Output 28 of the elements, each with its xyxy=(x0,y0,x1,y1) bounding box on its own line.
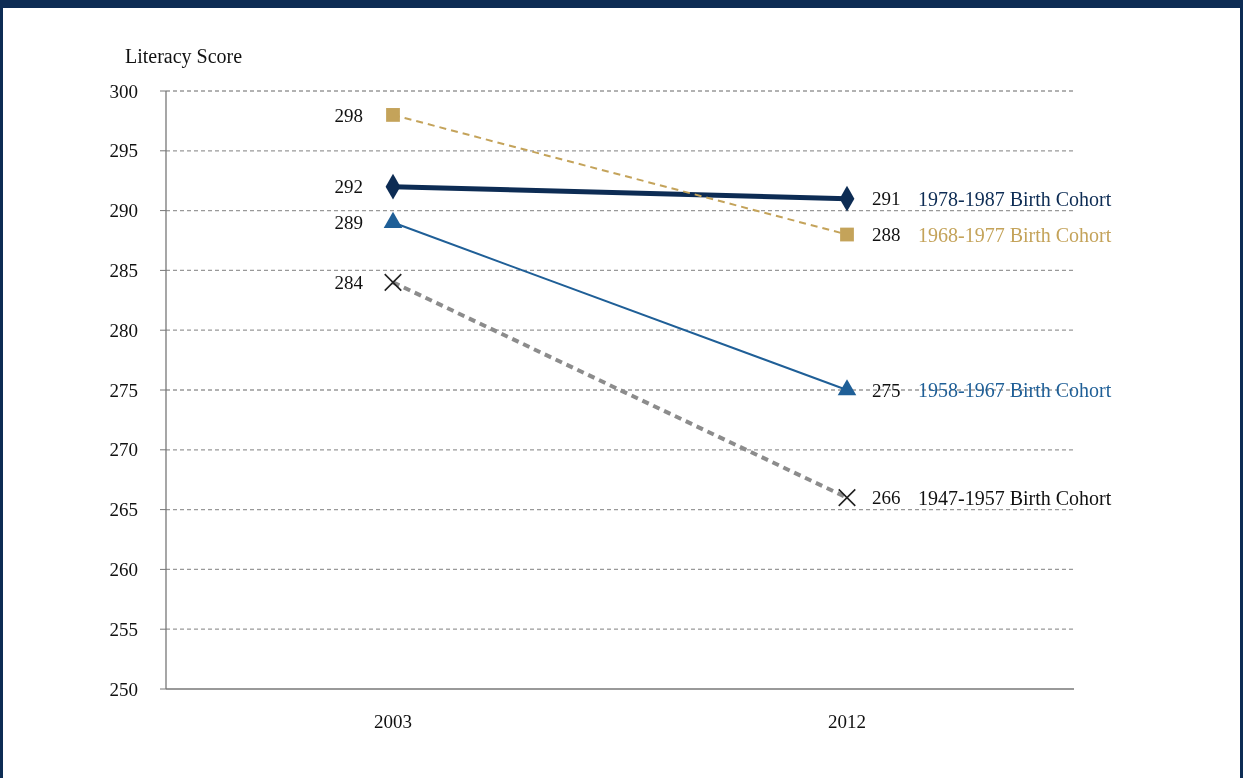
x-tick-label: 2003 xyxy=(374,711,412,732)
x-tick-label: 2012 xyxy=(828,711,866,732)
text: 1968-1977 Birth Cohort xyxy=(918,223,1112,246)
y-tick-label: 290 xyxy=(109,200,138,222)
y-tick-label: 265 xyxy=(109,499,138,521)
y-tick-label: 300 xyxy=(109,80,138,102)
text: 1958-1967 Birth Cohort xyxy=(918,379,1112,401)
point xyxy=(840,227,854,242)
y-tick-label: 260 xyxy=(109,559,138,581)
data-label: 266 xyxy=(872,487,901,509)
point xyxy=(386,108,400,122)
data-label: 284 xyxy=(334,272,364,294)
y-axis-title: Literacy Score xyxy=(125,45,243,68)
y-tick-label: 250 xyxy=(109,678,138,700)
y-tick-label: 255 xyxy=(109,618,138,640)
data-label: 289 xyxy=(334,212,363,234)
y-tick-label: 285 xyxy=(109,260,138,282)
y-tick-label: 295 xyxy=(109,140,138,162)
data-label: 292 xyxy=(334,176,363,198)
data-label: 291 xyxy=(872,188,901,210)
text: 1978-1987 Birth Cohort xyxy=(918,187,1112,210)
y-tick-label: 275 xyxy=(109,379,138,401)
data-label: 288 xyxy=(872,224,901,246)
text: 1947-1957 Birth Cohort xyxy=(918,486,1112,509)
y-tick-label: 270 xyxy=(109,439,138,461)
data-label: 275 xyxy=(872,379,901,401)
data-label: 298 xyxy=(334,104,363,126)
y-tick-label: 280 xyxy=(109,319,138,341)
